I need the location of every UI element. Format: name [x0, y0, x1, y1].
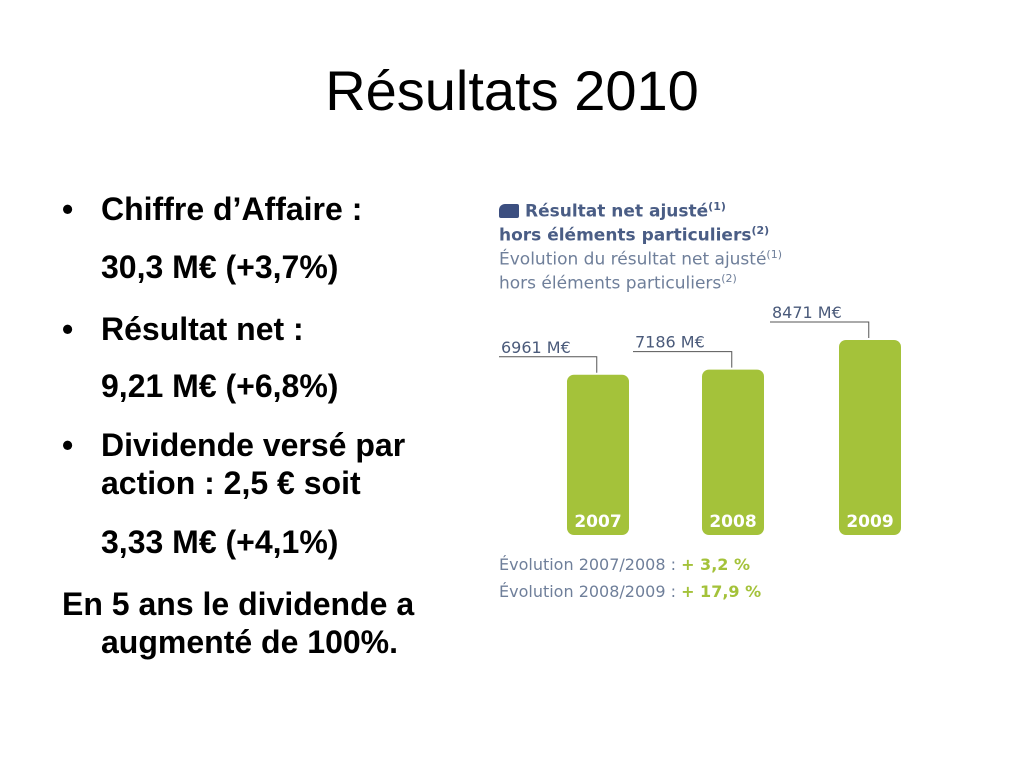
bullet-item-dividend: • Dividende versé par action : 2,5 € soit — [62, 426, 502, 502]
evolution-value-2: + 17,9 % — [681, 582, 762, 601]
revenue-label: Chiffre d’Affaire : — [101, 191, 363, 227]
slide-title: Résultats 2010 — [325, 59, 699, 122]
chart-header-sup-4: (2) — [721, 272, 737, 285]
data-label-2009: 8471 M€ — [772, 303, 842, 322]
data-label-leader-2008 — [633, 351, 733, 368]
bar-chart: 2007 6961 M€ 2008 7186 M€ 2009 8471 M€ — [499, 303, 901, 535]
bullet-dot-icon: • — [62, 311, 74, 347]
chart-header-line-2: hors éléments particuliers(2) — [499, 224, 769, 246]
chart-header-text-3: Évolution du résultat net ajusté — [499, 249, 767, 270]
dividend-note: En 5 ans le dividende a augmenté de 100%… — [62, 586, 415, 660]
evolution-2007-2008: Évolution 2007/2008 : + 3,2 % — [499, 555, 750, 574]
bar-year-label-2009: 2009 — [846, 512, 893, 532]
data-label-2007: 6961 M€ — [501, 338, 571, 357]
chart-header-sup-2: (2) — [751, 224, 770, 237]
chart-header-line-3: Évolution du résultat net ajusté(1) — [499, 248, 782, 270]
chart-header-line-4: hors éléments particuliers(2) — [499, 272, 737, 294]
bar-2009 — [839, 340, 901, 535]
bar-2007 — [567, 374, 629, 535]
chart-header-text-1: Résultat net ajusté — [525, 201, 709, 222]
dividend-value: 3,33 M€ (+4,1%) — [101, 524, 339, 560]
chart-header-sup-3: (1) — [766, 248, 783, 261]
net-result-label: Résultat net : — [101, 311, 304, 347]
bullet-item-net-result: • Résultat net : — [62, 310, 502, 348]
evolution-label-1: Évolution 2007/2008 : — [499, 555, 682, 574]
evolution-label-2: Évolution 2008/2009 : — [499, 582, 682, 601]
bullet-list: • Chiffre d’Affaire : 30,3 M€ (+3,7%) • Ré… — [62, 190, 502, 661]
bar-year-label-2008: 2008 — [709, 512, 756, 532]
bullet-item-revenue: • Chiffre d’Affaire : — [62, 190, 502, 228]
net-result-value: 9,21 M€ (+6,8%) — [101, 368, 339, 404]
data-label-leader-2007 — [499, 356, 598, 373]
evolution-value-1: + 3,2 % — [681, 555, 750, 574]
evolution-2008-2009: Évolution 2008/2009 : + 17,9 % — [499, 582, 761, 601]
bullet-dot-icon: • — [62, 427, 74, 463]
bullet-dot-icon: • — [62, 191, 74, 227]
revenue-value: 30,3 M€ (+3,7%) — [101, 249, 339, 285]
chart-header-text-2: hors éléments particuliers — [499, 225, 752, 246]
data-label-2008: 7186 M€ — [635, 333, 705, 352]
chart-header-sup-1: (1) — [708, 200, 726, 213]
bar-2008 — [702, 369, 764, 535]
dividend-label: Dividende versé par action : 2,5 € soit — [101, 427, 406, 501]
legend-swatch-icon — [499, 203, 519, 218]
data-label-leader-2009 — [770, 321, 870, 338]
chart-header-text-4: hors éléments particuliers — [499, 273, 722, 294]
chart-header-line-1: Résultat net ajusté(1) — [499, 200, 726, 222]
bar-year-label-2007: 2007 — [574, 512, 621, 532]
